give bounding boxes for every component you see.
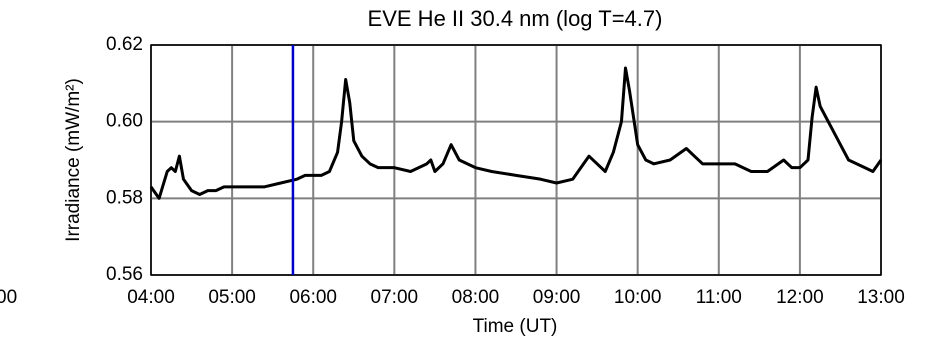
x-tick-label: 13:00	[857, 287, 905, 308]
x-tick-label: 07:00	[371, 287, 419, 308]
x-tick-label: 11:00	[696, 287, 742, 308]
y-tick-label: 0.62	[106, 34, 143, 55]
x-tick-label: 10:00	[614, 287, 662, 308]
clipped-label: 00	[0, 287, 17, 308]
x-tick-label: 06:00	[289, 287, 337, 308]
x-tick-label: 12:00	[776, 287, 824, 308]
y-tick-label: 0.60	[106, 111, 143, 132]
data-line	[149, 66, 883, 200]
x-axis-label: Time (UT)	[473, 316, 558, 337]
x-tick-label: 04:00	[127, 287, 175, 308]
y-tick-label: 0.56	[106, 264, 143, 285]
x-tick-label: 05:00	[208, 287, 256, 308]
chart-title: EVE He II 30.4 nm (log T=4.7)	[368, 6, 663, 31]
y-axis-label: Irradiance (mW/m²)	[63, 78, 84, 242]
plot-frame	[150, 44, 882, 276]
x-tick-label: 09:00	[533, 287, 581, 308]
x-tick-label: 08:00	[452, 287, 500, 308]
y-tick-label: 0.58	[106, 187, 143, 208]
